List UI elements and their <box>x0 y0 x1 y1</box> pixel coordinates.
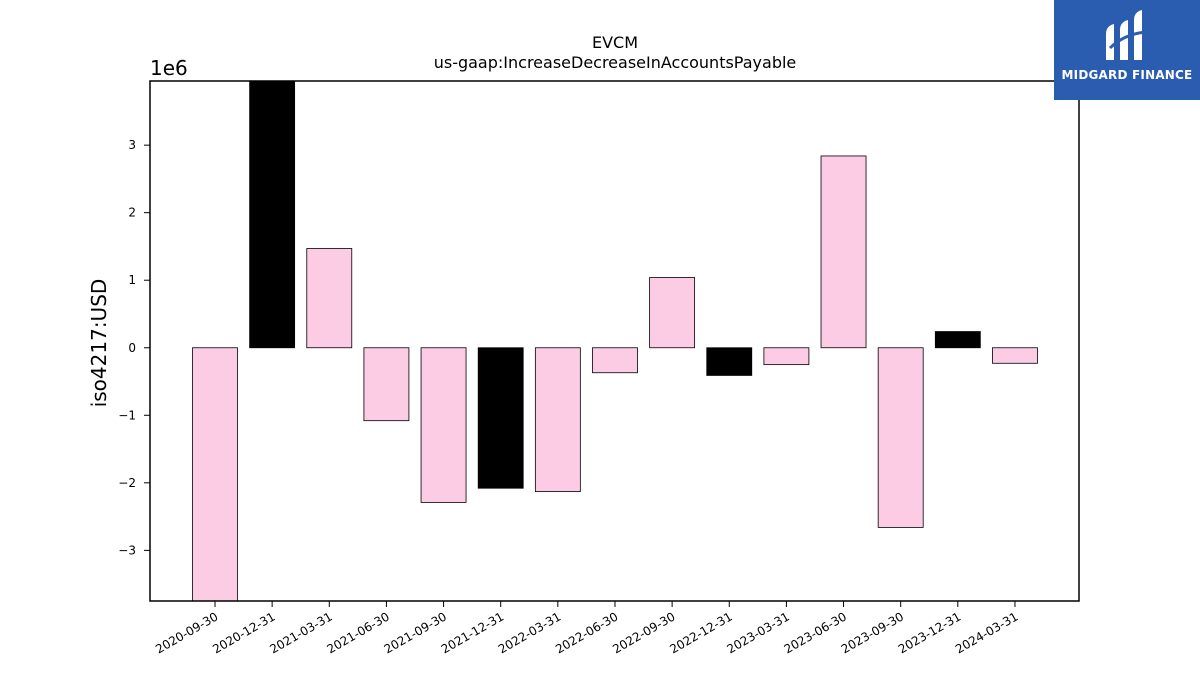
midgard-logo-icon <box>1106 10 1147 60</box>
y-tick-label: −1 <box>118 408 136 422</box>
chart-subtitle: us-gaap:IncreaseDecreaseInAccountsPayabl… <box>434 53 797 72</box>
x-tick-label: 2023-06-30 <box>782 609 849 656</box>
bar-2023-03-31 <box>763 347 810 366</box>
x-tick-label: 2021-03-31 <box>267 609 334 656</box>
y-tick-label: 1 <box>128 273 136 287</box>
chart-title: EVCM <box>592 33 638 52</box>
bar-2021-03-31 <box>306 248 353 349</box>
x-tick-label: 2023-09-30 <box>839 609 906 656</box>
y-tick-label: −3 <box>118 543 136 557</box>
y-tick-label: 2 <box>128 206 136 220</box>
x-tick-label: 2022-12-31 <box>667 609 734 656</box>
bar-2023-09-30 <box>877 347 924 528</box>
bar-2023-06-30 <box>820 155 867 349</box>
brand-logo: MIDGARD FINANCE <box>1054 0 1200 100</box>
x-tick-label: 2024-03-31 <box>953 609 1020 656</box>
y-multiplier-label: 1e6 <box>150 56 188 80</box>
bar-2022-09-30 <box>649 277 696 349</box>
x-tick-label: 2022-03-31 <box>496 609 563 656</box>
bar-2020-12-31 <box>249 80 296 349</box>
bar-2022-06-30 <box>592 347 638 374</box>
y-tick-label: 3 <box>128 138 136 152</box>
plot-frame <box>149 80 1080 602</box>
bar-2023-12-31 <box>934 331 981 349</box>
bar-2021-12-31 <box>477 347 524 489</box>
y-tick-label: 0 <box>128 341 136 355</box>
x-tick-label: 2023-12-31 <box>896 609 963 656</box>
brand-name: MIDGARD FINANCE <box>1061 68 1193 82</box>
x-tick-label: 2021-12-31 <box>439 609 506 656</box>
y-axis-label: iso4217:USD <box>87 279 111 408</box>
x-tick-label: 2020-09-30 <box>153 609 220 656</box>
bar-2024-03-31 <box>992 347 1038 364</box>
bar-2021-06-30 <box>363 347 410 422</box>
x-tick-label: 2021-06-30 <box>325 609 392 656</box>
y-tick-label: −2 <box>118 476 136 490</box>
x-tick-label: 2021-09-30 <box>382 609 449 656</box>
bar-2021-09-30 <box>420 347 467 503</box>
x-tick-label: 2022-09-30 <box>610 609 677 656</box>
x-tick-label: 2020-12-31 <box>210 609 277 656</box>
bar-2020-09-30 <box>192 347 238 602</box>
x-tick-label: 2023-03-31 <box>724 609 791 656</box>
x-tick-label: 2022-06-30 <box>553 609 620 656</box>
bar-2022-03-31 <box>534 347 581 492</box>
bar-2022-12-31 <box>706 347 753 376</box>
